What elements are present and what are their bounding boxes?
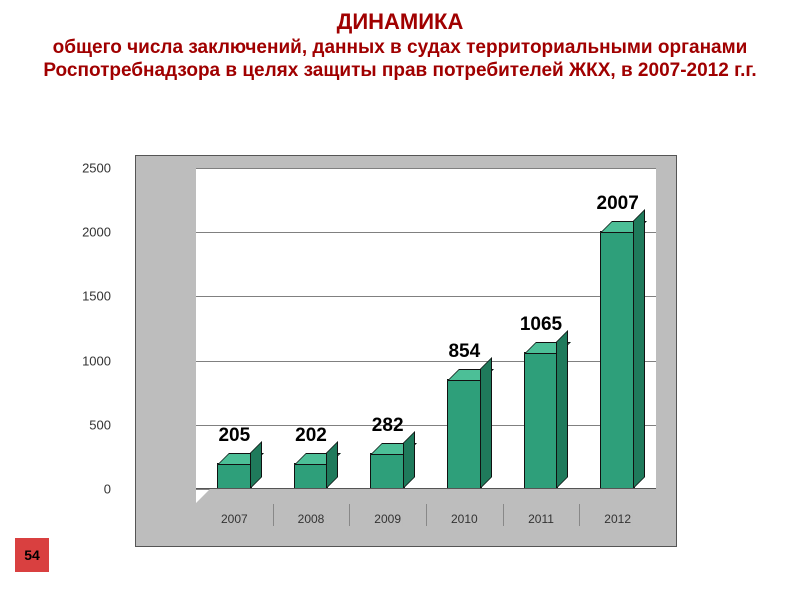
y-tick-label: 1000 (71, 353, 111, 368)
bar-front (294, 463, 329, 489)
bar-value-label: 202 (295, 425, 327, 447)
y-tick-label: 1500 (71, 289, 111, 304)
bar: 202 (294, 463, 329, 489)
page-number-badge: 54 (15, 538, 49, 572)
chart-title-line1: ДИНАМИКА (40, 8, 760, 36)
x-tick-separator (503, 504, 504, 526)
x-tick-label: 2008 (296, 512, 327, 526)
x-tick-separator (579, 504, 580, 526)
bar-front (370, 453, 405, 489)
bar-side-face (633, 209, 645, 489)
x-tick-label: 2010 (449, 512, 480, 526)
bar-side-face (480, 357, 492, 489)
bar-value-label: 2007 (597, 193, 639, 215)
x-tick-separator (349, 504, 350, 526)
y-tick-label: 0 (71, 482, 111, 497)
x-tick-label: 2007 (219, 512, 250, 526)
x-tick-separator (273, 504, 274, 526)
chart-panel: 20520228285410652007 0500100015002000250… (135, 155, 677, 547)
y-tick-label: 500 (71, 417, 111, 432)
bar-side-face (326, 441, 338, 489)
bar-front (447, 379, 482, 489)
x-axis: 2007 2008 2009 2010 2011 2012 (196, 506, 656, 534)
bar-value-label: 1065 (520, 314, 562, 336)
chart-title: ДИНАМИКА общего числа заключений, данных… (0, 0, 800, 87)
bar: 205 (217, 463, 252, 489)
bar-front (600, 231, 635, 489)
chart-floor-edge (196, 488, 656, 489)
plot-area: 205 202 282 854 1065 2007 (196, 168, 656, 503)
y-tick-label: 2500 (71, 161, 111, 176)
bar-side-face (250, 441, 262, 489)
chart-floor (196, 489, 670, 503)
page-number: 54 (24, 548, 40, 562)
bar: 2007 (600, 231, 635, 489)
x-tick-label: 2009 (372, 512, 403, 526)
bars-group: 205 202 282 854 1065 2007 (196, 168, 656, 489)
bar-front (524, 352, 559, 489)
bar-front (217, 463, 252, 489)
y-tick-label: 2000 (71, 225, 111, 240)
bar-value-label: 282 (372, 415, 404, 437)
chart-title-rest: общего числа заключений, данных в судах … (40, 36, 760, 84)
x-tick-label: 2012 (602, 512, 633, 526)
bar: 282 (370, 453, 405, 489)
bar-side-face (556, 330, 568, 489)
bar-side-face (403, 431, 415, 489)
bar: 1065 (524, 352, 559, 489)
bar: 854 (447, 379, 482, 489)
x-tick-label: 2011 (526, 512, 556, 526)
bar-value-label: 854 (448, 341, 480, 363)
bar-value-label: 205 (218, 425, 250, 447)
x-tick-separator (426, 504, 427, 526)
